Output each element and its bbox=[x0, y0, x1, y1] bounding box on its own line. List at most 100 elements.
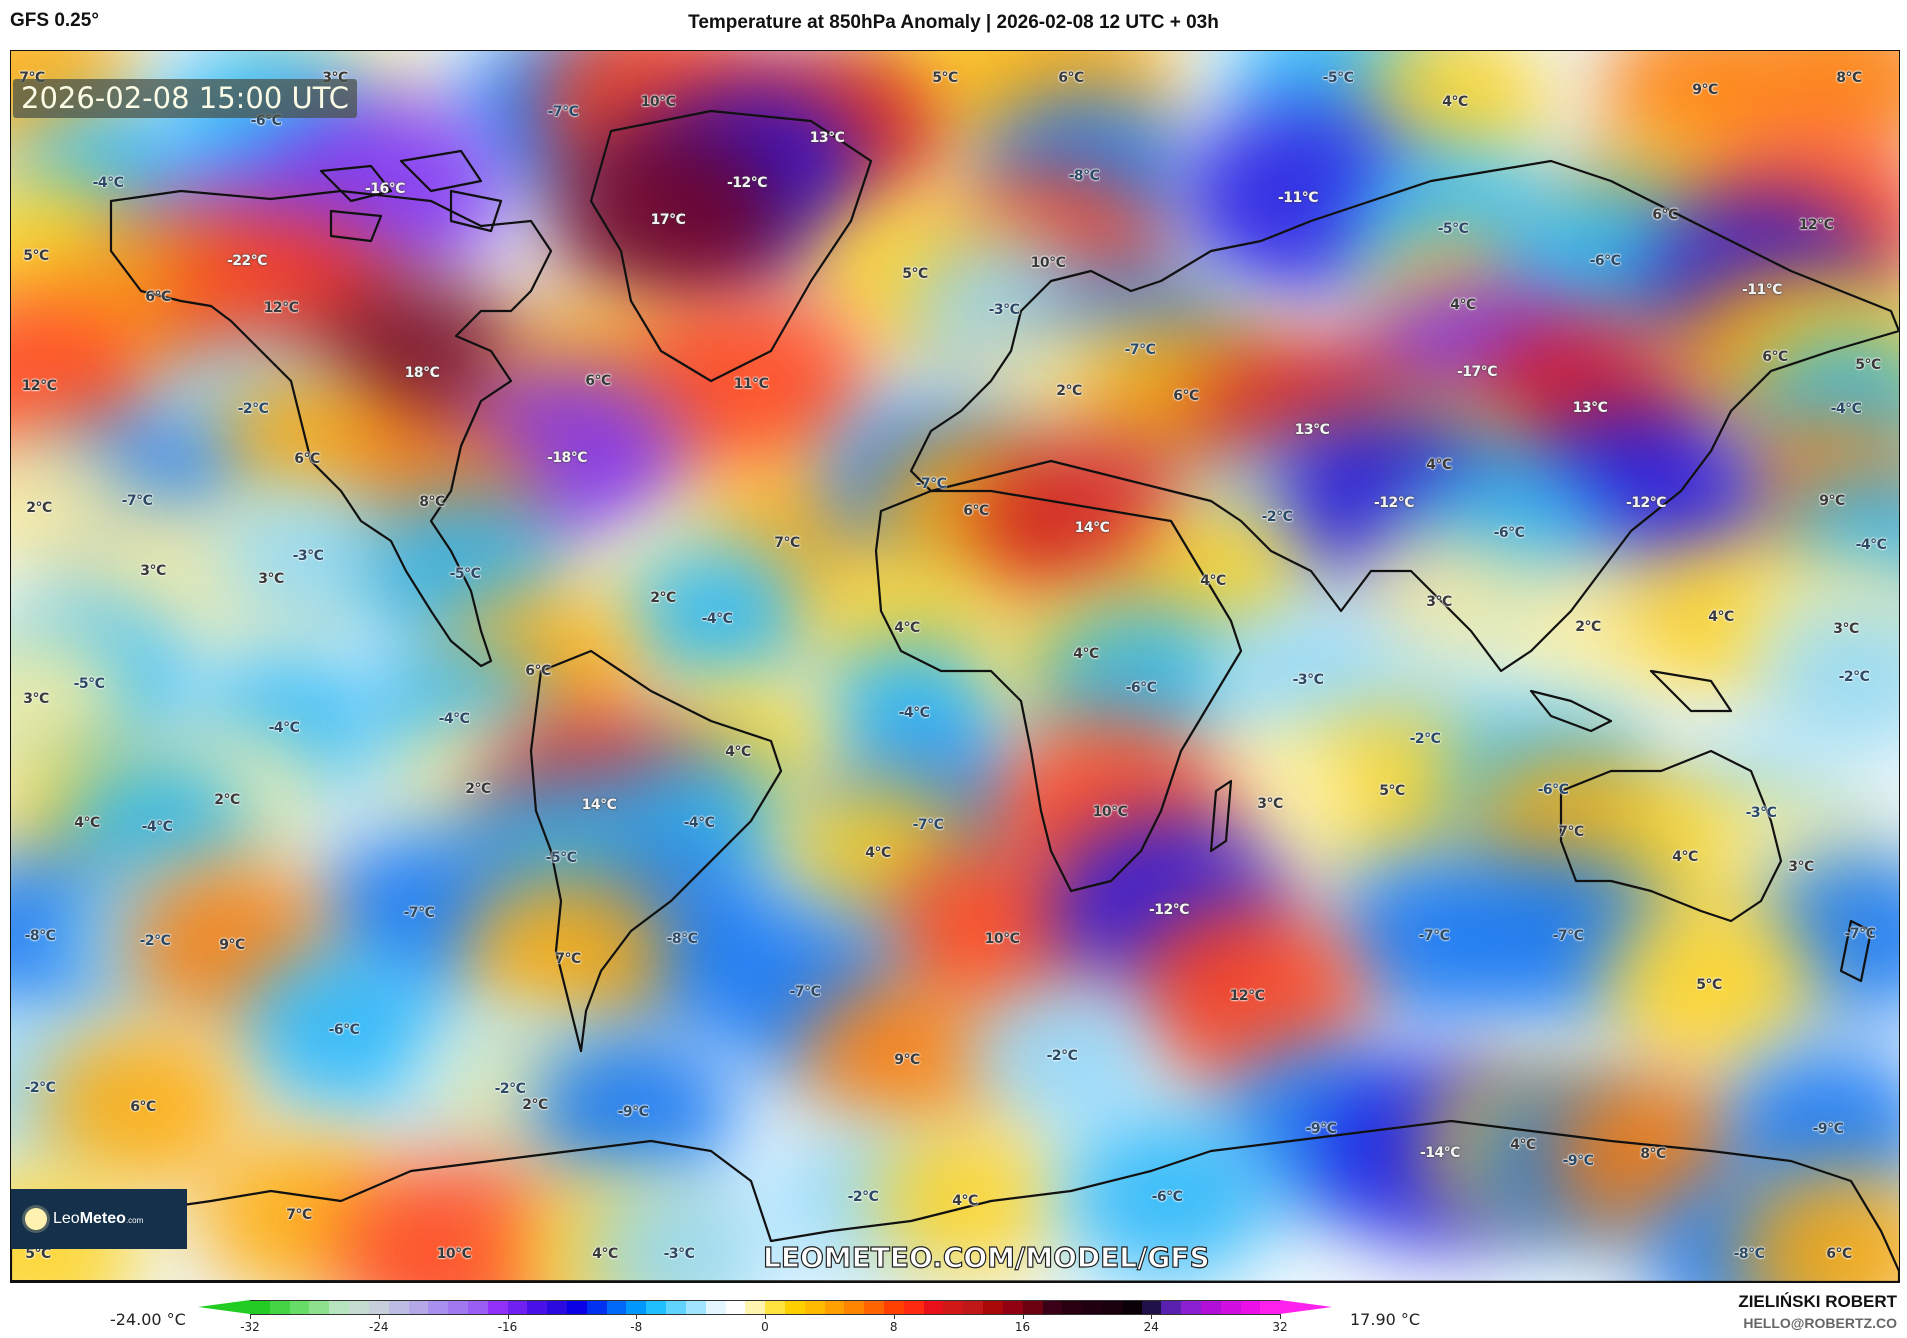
temperature-label: 10°C bbox=[1030, 255, 1066, 271]
temperature-label: 5°C bbox=[1696, 977, 1722, 993]
colorbar-segment bbox=[368, 1301, 389, 1314]
anomaly-blob bbox=[622, 543, 812, 695]
colorbar-segment bbox=[804, 1301, 825, 1314]
temperature-label: -9°C bbox=[1562, 1153, 1594, 1169]
temperature-label: 5°C bbox=[932, 70, 958, 86]
colorbar-segment bbox=[448, 1301, 468, 1314]
temperature-label: 14°C bbox=[1074, 520, 1110, 536]
temperature-label: 5°C bbox=[23, 248, 49, 264]
temperature-label: 10°C bbox=[1092, 804, 1128, 820]
temperature-label: -4°C bbox=[701, 611, 733, 627]
colorbar-extend-min bbox=[198, 1300, 250, 1314]
temperature-label: -2°C bbox=[847, 1189, 879, 1205]
temperature-label: 2°C bbox=[1056, 383, 1082, 399]
temperature-label: -17°C bbox=[1456, 364, 1498, 380]
temperature-label: 4°C bbox=[1510, 1137, 1536, 1153]
colorbar-segment bbox=[487, 1301, 508, 1314]
colorbar-segment bbox=[1121, 1301, 1142, 1314]
colorbar-segment bbox=[646, 1301, 667, 1314]
temperature-label: 12°C bbox=[21, 378, 57, 394]
colorbar-tick bbox=[1280, 1314, 1281, 1319]
temperature-label: -5°C bbox=[449, 566, 481, 582]
temperature-label: -8°C bbox=[1733, 1246, 1765, 1262]
colorbar-segment bbox=[844, 1301, 865, 1314]
temperature-label: 9°C bbox=[219, 937, 245, 953]
temperature-label: 4°C bbox=[592, 1246, 618, 1262]
colorbar-segment bbox=[586, 1301, 607, 1314]
temperature-label: 6°C bbox=[294, 451, 320, 467]
temperature-label: 6°C bbox=[1173, 388, 1199, 404]
author-name: ZIELIŃSKI ROBERT bbox=[1738, 1292, 1897, 1311]
temperature-label: -3°C bbox=[292, 548, 324, 564]
colorbar-tick bbox=[893, 1314, 895, 1319]
temperature-label: -6°C bbox=[1493, 525, 1525, 541]
colorbar-tick-label: 32 bbox=[1272, 1320, 1288, 1334]
temperature-label: -11°C bbox=[1277, 190, 1319, 206]
colorbar-segment bbox=[1101, 1301, 1122, 1314]
colorbar-segment bbox=[864, 1301, 884, 1314]
temperature-label: 18°C bbox=[404, 365, 440, 381]
temperature-label: -2°C bbox=[237, 401, 269, 417]
temperature-label: 3°C bbox=[1833, 621, 1859, 637]
temperature-label: 6°C bbox=[1058, 70, 1084, 86]
colorbar-segment bbox=[1062, 1301, 1083, 1314]
temperature-label: 6°C bbox=[1826, 1246, 1852, 1262]
colorbar-segment bbox=[388, 1301, 409, 1314]
logo-text: LeoMeteo.com bbox=[53, 1210, 144, 1227]
temperature-label: -6°C bbox=[1125, 680, 1157, 696]
temperature-label: 7°C bbox=[1558, 824, 1584, 840]
temperature-label: -6°C bbox=[1151, 1189, 1183, 1205]
temperature-label: 4°C bbox=[865, 845, 891, 861]
colorbar-tick bbox=[1151, 1314, 1153, 1319]
anomaly-map: 7°C 3°C -6°C -7°C 10°C 5°C 6°C -5°C 4°C 9°C 8°C -4°… bbox=[10, 50, 1900, 1283]
chart-title: Temperature at 850hPa Anomaly | 2026-02-… bbox=[688, 12, 1219, 33]
temperature-label: -2°C bbox=[1046, 1048, 1078, 1064]
temperature-label: 2°C bbox=[522, 1097, 548, 1113]
temperature-label: -2°C bbox=[24, 1080, 56, 1096]
colorbar-tick-label: 0 bbox=[761, 1320, 769, 1334]
colorbar-segment bbox=[824, 1301, 845, 1314]
temperature-label: -5°C bbox=[1322, 70, 1354, 86]
temperature-label: -5°C bbox=[1437, 221, 1469, 237]
temperature-label: 14°C bbox=[581, 797, 617, 813]
colorbar-segment bbox=[626, 1301, 647, 1314]
temperature-label: 10°C bbox=[640, 94, 676, 110]
colorbar-segment bbox=[963, 1301, 984, 1314]
temperature-label: -9°C bbox=[1305, 1121, 1337, 1137]
anomaly-blob bbox=[239, 946, 449, 1114]
temperature-label: -9°C bbox=[617, 1104, 649, 1120]
temperature-label: -22°C bbox=[226, 253, 268, 269]
temperature-label: -4°C bbox=[92, 175, 124, 191]
temperature-label: 8°C bbox=[419, 494, 445, 510]
temperature-label: 4°C bbox=[1426, 457, 1452, 473]
temperature-label: -2°C bbox=[1261, 509, 1293, 525]
temperature-label: 3°C bbox=[140, 563, 166, 579]
colorbar-segment bbox=[983, 1301, 1003, 1314]
anomaly-blob bbox=[1759, 601, 1899, 753]
temperature-label: 4°C bbox=[894, 620, 920, 636]
anomaly-blob bbox=[1604, 901, 1814, 1069]
colorbar-segment bbox=[1201, 1301, 1221, 1314]
temperature-label: -18°C bbox=[546, 450, 588, 466]
temperature-label: 13°C bbox=[1572, 400, 1608, 416]
colorbar-tick bbox=[765, 1314, 766, 1319]
colorbar-segment bbox=[269, 1301, 290, 1314]
temperature-label: -7°C bbox=[121, 493, 153, 509]
temperature-label: -4°C bbox=[268, 720, 300, 736]
temperature-label: 13°C bbox=[809, 130, 845, 146]
author-email[interactable]: HELLO@ROBERTZ.CO bbox=[1743, 1315, 1897, 1331]
temperature-label: -2°C bbox=[139, 933, 171, 949]
temperature-label: 6°C bbox=[585, 373, 611, 389]
colorbar-segment bbox=[408, 1301, 429, 1314]
temperature-label: -11°C bbox=[1741, 282, 1783, 298]
temperature-label: 3°C bbox=[1788, 859, 1814, 875]
colorbar-segment bbox=[1240, 1301, 1261, 1314]
temperature-label: 6°C bbox=[145, 289, 171, 305]
colorbar-segment bbox=[745, 1301, 766, 1314]
temperature-label: -7°C bbox=[1552, 928, 1584, 944]
temperature-label: -7°C bbox=[912, 817, 944, 833]
colorbar-segment bbox=[1220, 1301, 1241, 1314]
temperature-label: 3°C bbox=[258, 571, 284, 587]
leometeo-logo[interactable]: LeoMeteo.com bbox=[11, 1189, 187, 1249]
temperature-label: -5°C bbox=[545, 850, 577, 866]
